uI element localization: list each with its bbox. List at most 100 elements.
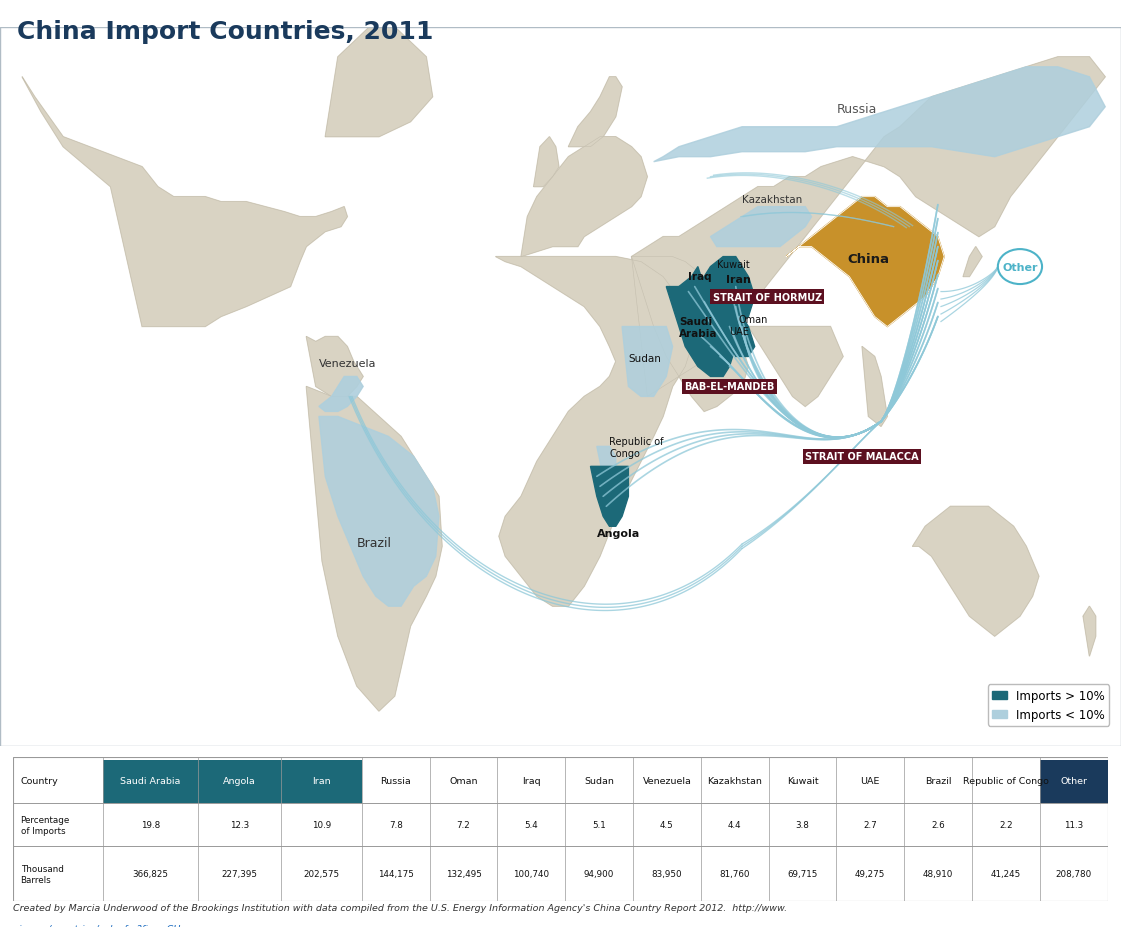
- Text: STRAIT OF MALACCA: STRAIT OF MALACCA: [805, 451, 919, 462]
- Text: 11.3: 11.3: [1064, 820, 1083, 830]
- Text: Iraq: Iraq: [688, 272, 712, 282]
- Polygon shape: [568, 78, 622, 147]
- Text: Russia: Russia: [380, 776, 411, 785]
- Text: Kuwait: Kuwait: [716, 260, 750, 269]
- Text: 5.1: 5.1: [592, 820, 606, 830]
- Text: 41,245: 41,245: [991, 870, 1021, 878]
- Text: Republic of Congo: Republic of Congo: [963, 776, 1049, 785]
- Polygon shape: [723, 317, 754, 357]
- Polygon shape: [596, 447, 615, 487]
- Polygon shape: [319, 377, 363, 412]
- Bar: [1040, 760, 1108, 804]
- Bar: [281, 760, 362, 804]
- Text: 83,950: 83,950: [651, 870, 683, 878]
- Text: 227,395: 227,395: [222, 870, 258, 878]
- Text: Kuwait: Kuwait: [787, 776, 818, 785]
- Text: Sudan: Sudan: [629, 354, 661, 364]
- Text: Iran: Iran: [726, 274, 751, 285]
- Text: 2.6: 2.6: [932, 820, 945, 830]
- Polygon shape: [749, 327, 843, 407]
- Polygon shape: [631, 57, 1105, 397]
- Text: China Import Countries, 2011: China Import Countries, 2011: [17, 20, 433, 44]
- Text: eia.gov/countries/cab.cfm?fips=CH.: eia.gov/countries/cab.cfm?fips=CH.: [13, 924, 184, 927]
- Polygon shape: [622, 327, 673, 397]
- Text: 48,910: 48,910: [923, 870, 953, 878]
- Text: Kazakhstan: Kazakhstan: [707, 776, 762, 785]
- Polygon shape: [495, 258, 695, 606]
- Polygon shape: [521, 137, 647, 258]
- Polygon shape: [654, 68, 1105, 162]
- Text: Russia: Russia: [836, 103, 877, 116]
- Text: STRAIT OF HORMUZ: STRAIT OF HORMUZ: [713, 292, 822, 302]
- Legend: Imports > 10%, Imports < 10%: Imports > 10%, Imports < 10%: [988, 685, 1110, 726]
- Text: 69,715: 69,715: [787, 870, 817, 878]
- Text: 81,760: 81,760: [720, 870, 750, 878]
- Polygon shape: [701, 298, 711, 307]
- Polygon shape: [325, 28, 433, 137]
- Text: 49,275: 49,275: [855, 870, 886, 878]
- Text: 94,900: 94,900: [584, 870, 614, 878]
- Bar: [197, 760, 281, 804]
- Polygon shape: [692, 258, 754, 327]
- Text: UAE: UAE: [861, 776, 880, 785]
- Text: Angola: Angola: [596, 528, 640, 539]
- Polygon shape: [862, 347, 888, 427]
- Text: 7.8: 7.8: [389, 820, 402, 830]
- Text: Saudi
Arabia: Saudi Arabia: [679, 317, 717, 339]
- Text: 132,495: 132,495: [446, 870, 482, 878]
- Bar: [0, 28, 1121, 746]
- Text: Oman: Oman: [450, 776, 478, 785]
- Polygon shape: [666, 287, 735, 377]
- Polygon shape: [591, 467, 629, 527]
- Polygon shape: [912, 507, 1039, 637]
- Text: 2.7: 2.7: [863, 820, 877, 830]
- Text: Republic of
Congo: Republic of Congo: [610, 437, 664, 459]
- Text: Kazakhstan: Kazakhstan: [742, 195, 803, 205]
- Polygon shape: [22, 78, 348, 327]
- Text: Iraq: Iraq: [522, 776, 540, 785]
- Polygon shape: [306, 337, 363, 397]
- Text: 19.8: 19.8: [140, 820, 160, 830]
- Text: Venezuela: Venezuela: [642, 776, 692, 785]
- Bar: [103, 760, 197, 804]
- Text: Angola: Angola: [223, 776, 256, 785]
- Text: Brazil: Brazil: [356, 537, 392, 550]
- Text: Percentage
of Imports: Percentage of Imports: [20, 815, 70, 835]
- Text: 366,825: 366,825: [132, 870, 168, 878]
- Polygon shape: [963, 248, 982, 277]
- Polygon shape: [1083, 606, 1095, 656]
- Text: Brazil: Brazil: [925, 776, 952, 785]
- Text: 208,780: 208,780: [1056, 870, 1092, 878]
- Text: 2.2: 2.2: [999, 820, 1012, 830]
- Polygon shape: [319, 417, 439, 606]
- Text: 5.4: 5.4: [525, 820, 538, 830]
- Text: 100,740: 100,740: [513, 870, 549, 878]
- Text: Other: Other: [1002, 262, 1038, 273]
- Text: 12.3: 12.3: [230, 820, 249, 830]
- Text: Thousand
Barrels: Thousand Barrels: [20, 864, 64, 883]
- Text: Country: Country: [20, 776, 58, 785]
- Text: Other: Other: [1060, 776, 1087, 785]
- Text: Oman: Oman: [739, 314, 768, 324]
- Text: 7.2: 7.2: [456, 820, 471, 830]
- Text: Created by Marcia Underwood of the Brookings Institution with data compiled from: Created by Marcia Underwood of the Brook…: [13, 903, 788, 912]
- Text: 202,575: 202,575: [304, 870, 340, 878]
- Text: Sudan: Sudan: [584, 776, 614, 785]
- Polygon shape: [673, 267, 704, 317]
- Text: Iran: Iran: [312, 776, 331, 785]
- Polygon shape: [631, 258, 749, 412]
- Text: 3.8: 3.8: [796, 820, 809, 830]
- Text: 10.9: 10.9: [312, 820, 331, 830]
- Text: Venezuela: Venezuela: [319, 359, 377, 369]
- Polygon shape: [306, 387, 442, 711]
- Text: Saudi Arabia: Saudi Arabia: [120, 776, 180, 785]
- Text: 144,175: 144,175: [378, 870, 414, 878]
- Text: UAE: UAE: [730, 326, 749, 337]
- Text: 4.5: 4.5: [660, 820, 674, 830]
- Text: BAB-EL-MANDEB: BAB-EL-MANDEB: [684, 382, 775, 392]
- Polygon shape: [534, 137, 559, 187]
- Text: 4.4: 4.4: [728, 820, 741, 830]
- Text: China: China: [847, 252, 889, 265]
- Polygon shape: [711, 208, 812, 248]
- Polygon shape: [786, 197, 944, 327]
